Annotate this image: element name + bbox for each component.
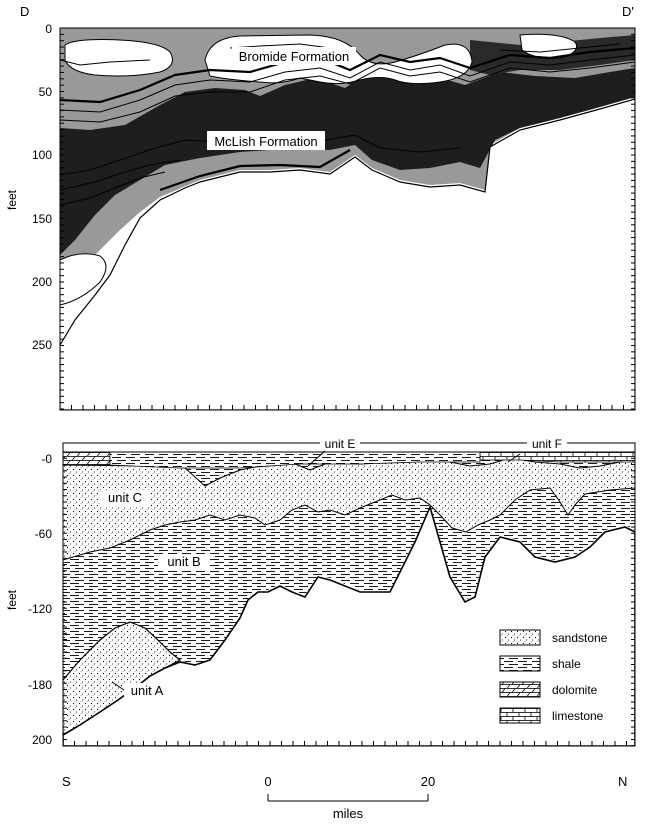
unit-a-label: unit A xyxy=(131,683,164,698)
bottom-y-tick-label: -120 xyxy=(28,602,52,616)
bottom-y-tick-label: -0 xyxy=(41,452,52,466)
bottom-y-tick-label: -180 xyxy=(28,678,52,692)
top-y-tick-label: 250 xyxy=(32,338,52,352)
scale-start-label: 0 xyxy=(264,774,271,789)
left-white-pocket xyxy=(64,39,173,77)
scale-end-label: 20 xyxy=(421,774,435,789)
bromide-label-group: Bromide Formation xyxy=(232,47,356,65)
left-lower-white-pocket xyxy=(60,253,107,306)
top-y-tick-label: 0 xyxy=(45,22,52,36)
legend-label-limestone: limestone xyxy=(552,709,604,723)
bottom-y-tick-label: 200 xyxy=(32,733,52,747)
legend-label-shale: shale xyxy=(552,657,581,671)
unit-a-label-group: unit A xyxy=(111,681,170,699)
unit-b-label: unit B xyxy=(167,554,200,569)
scale-area: S N 0 20 miles xyxy=(62,774,627,821)
lower-white-area xyxy=(63,504,635,746)
unit-e-label-group: unit E xyxy=(307,436,360,467)
unit-c-label: unit C xyxy=(108,490,142,505)
unit-f-label-group: unit F xyxy=(507,436,567,463)
top-y-tick-label: 50 xyxy=(39,85,53,99)
top-y-tick-label: 100 xyxy=(32,148,52,162)
lithology-legend: sandstone shale dolomite limestone xyxy=(499,629,608,724)
legend-label-dolomite: dolomite xyxy=(552,683,598,697)
legend-swatch-shale xyxy=(499,655,541,672)
legend-swatch-limestone xyxy=(499,707,541,724)
top-y-ticks: 0 50 100 150 200 250 xyxy=(32,22,52,352)
dark-band xyxy=(60,68,635,255)
mclish-label-group: McLish Formation xyxy=(207,131,325,150)
top-left-endpoint-label: D xyxy=(20,4,29,19)
bottom-y-tick-label: -60 xyxy=(35,527,53,541)
mclish-formation-label: McLish Formation xyxy=(214,134,317,149)
bottom-y-axis-label: feet xyxy=(5,589,19,610)
top-y-axis-label: feet xyxy=(5,189,19,210)
top-section-fill xyxy=(60,28,635,410)
unit-e-label: unit E xyxy=(325,437,356,451)
top-right-endpoint-label: D' xyxy=(622,4,634,19)
top-y-tick-label: 150 xyxy=(32,212,52,226)
south-label: S xyxy=(62,774,71,789)
lower-white-area xyxy=(60,98,635,410)
north-label: N xyxy=(618,774,627,789)
legend-swatch-dolomite xyxy=(499,681,541,698)
unit-c-label-group: unit C xyxy=(100,490,150,506)
formation-boundaries xyxy=(60,46,635,192)
unit-e-strip xyxy=(109,451,481,469)
bottom-y-ticks: -0 -60 -120 -180 200 xyxy=(28,452,52,747)
thin-top-strip xyxy=(63,451,111,466)
top-y-tick-label: 200 xyxy=(32,275,52,289)
bromide-formation-label: Bromide Formation xyxy=(239,49,350,64)
bottom-panel: -0 -60 -120 -180 200 feet unit E unit F … xyxy=(5,436,636,747)
top-panel: D D' xyxy=(5,4,636,411)
bottom-section-fill xyxy=(63,451,635,746)
scale-unit-label: miles xyxy=(333,806,364,821)
legend-label-sandstone: sandstone xyxy=(552,631,608,645)
unit-b-label-group: unit B xyxy=(158,554,210,570)
legend-swatch-sandstone xyxy=(499,629,541,646)
scale-bar xyxy=(267,794,429,802)
unit-f-label: unit F xyxy=(532,437,562,451)
